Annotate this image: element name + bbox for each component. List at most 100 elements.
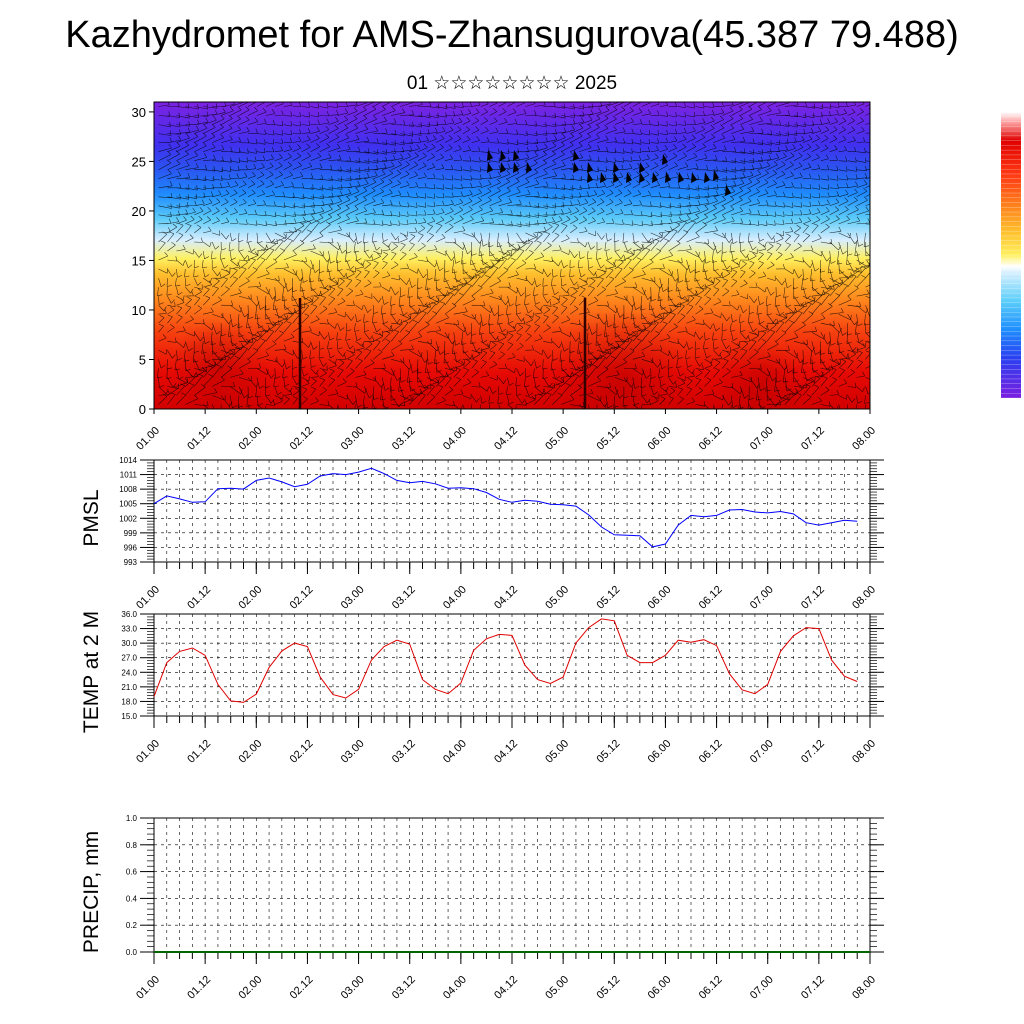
x-tick-label: 07.12 [799,425,827,453]
x-tick-label: 05.00 [543,974,571,1002]
wind-flag [513,162,519,173]
wind-flag [487,150,493,161]
y-tick-label: 15 [132,253,146,268]
x-tick-label: 04.12 [492,974,520,1002]
wind-flag [678,172,684,183]
figure-title: Kazhydromet for AMS-Zhansugurova(45.387 … [65,14,959,56]
y-tick-label: 24.0 [121,668,137,677]
x-tick-label: 01.12 [185,584,213,612]
y-axis-label: PRECIP, mm [80,831,103,953]
y-tick-label: 5 [139,352,146,367]
y-tick-label: 1002 [119,514,137,523]
x-tick-label: 06.00 [646,425,674,453]
x-tick-label: 03.12 [390,974,418,1002]
x-tick-label: 06.12 [697,738,725,766]
x-tick-label: 06.12 [697,425,725,453]
x-tick-label: 07.00 [748,584,776,612]
wind-flag [513,150,519,161]
wind-flag [691,172,697,183]
x-tick-label: 08.00 [850,974,878,1002]
x-tick-label: 05.00 [543,738,571,766]
x-tick-label: 03.00 [339,584,367,612]
x-tick-label: 03.00 [339,738,367,766]
vertical-section-panel: 0 5 10 15 20 25 30 01.00 01.12 02.00 02.12 03.00 03… [132,101,878,453]
x-tick-label: 04.12 [492,425,520,453]
y-tick-label: 1011 [120,471,138,480]
wind-flag [600,172,606,183]
x-tick-label: 01.00 [134,738,162,766]
x-tick-label: 08.00 [850,738,878,766]
wind-flag [613,172,619,183]
x-tick-label: 03.12 [390,425,418,453]
x-tick-label: 03.12 [390,584,418,612]
y-tick-label: 21.0 [121,683,137,692]
x-tick-label: 07.00 [748,974,776,1002]
x-tick-label: 02.00 [236,974,264,1002]
wind-flag [487,162,493,173]
y-axis-label: TEMP at 2 M [80,611,103,733]
pmsl-panel: 993 996 999 1002 1005 1008 1011 1014 01.00 01.12 0… [80,456,884,612]
y-tick-label: 1014 [119,456,137,465]
x-tick-label: 07.12 [799,584,827,612]
wind-flag [665,172,671,183]
y-tick-label: 10 [132,303,146,318]
x-tick-label: 03.00 [339,425,367,453]
figure-subtitle: 01 ☆☆☆☆☆☆☆☆ 2025 [406,73,618,94]
y-tick-label: 0.0 [126,948,138,957]
y-tick-label: 1005 [119,500,137,509]
y-tick-label: 996 [124,543,138,552]
x-tick-label: 05.12 [594,974,622,1002]
x-tick-label: 04.12 [492,738,520,766]
y-tick-label: 0.8 [126,841,138,850]
x-tick-label: 01.12 [185,974,213,1002]
x-tick-label: 05.00 [543,425,571,453]
wind-flag [713,170,719,181]
x-tick-label: 04.00 [441,974,469,1002]
vertical-section-x-axis: 01.00 01.12 02.00 02.12 03.00 03.12 04.00 04.12… [134,409,878,453]
y-tick-label: 20 [132,204,146,219]
x-tick-label: 02.12 [288,425,316,453]
y-tick-label: 15.0 [121,712,137,721]
warm-core [170,320,270,409]
series-line [153,467,858,548]
precip-panel: 0.0 0.2 0.4 0.6 0.8 1.0 01.00 01.12 02.00 02.12 03… [80,814,884,1002]
y-tick-label: 1.0 [126,814,138,823]
warm-core [715,340,805,409]
y-tick-label: 0.6 [126,868,138,877]
y-tick-label: 36.0 [121,610,137,619]
y-tick-label: 993 [124,558,138,567]
x-tick-label: 01.00 [134,974,162,1002]
wind-flag [704,172,710,183]
x-tick-label: 06.00 [646,738,674,766]
x-tick-label: 05.12 [594,738,622,766]
wind-flag [652,172,658,183]
x-tick-label: 03.12 [390,738,418,766]
colorbar-levels [1001,111,1021,399]
y-tick-label: 1008 [119,485,137,494]
x-tick-label: 06.00 [646,974,674,1002]
y-tick-label: 999 [124,529,138,538]
y-tick-label: 30.0 [121,639,137,648]
x-tick-label: 01.12 [185,738,213,766]
x-tick-label: 05.12 [594,584,622,612]
y-tick-label: 33.0 [121,625,137,634]
x-tick-label: 04.00 [441,738,469,766]
x-tick-label: 02.00 [236,584,264,612]
series-line [153,618,858,703]
wind-barb-field [157,102,870,409]
wind-barbs [157,102,870,409]
x-tick-label: 07.12 [799,974,827,1002]
y-tick-label: 27.0 [121,654,137,663]
x-tick-label: 02.12 [288,974,316,1002]
x-tick-label: 01.00 [134,584,162,612]
y-tick-label: 0 [139,402,146,417]
x-tick-label: 02.12 [288,584,316,612]
x-tick-label: 07.00 [748,738,776,766]
x-tick-label: 01.00 [134,425,162,453]
y-tick-label: 30 [132,105,146,120]
x-tick-label: 04.00 [441,425,469,453]
wind-flag [662,154,668,165]
vertical-section-y-axis: 0 5 10 15 20 25 30 [132,105,154,417]
x-tick-label: 04.00 [441,584,469,612]
x-tick-label: 04.12 [492,584,520,612]
